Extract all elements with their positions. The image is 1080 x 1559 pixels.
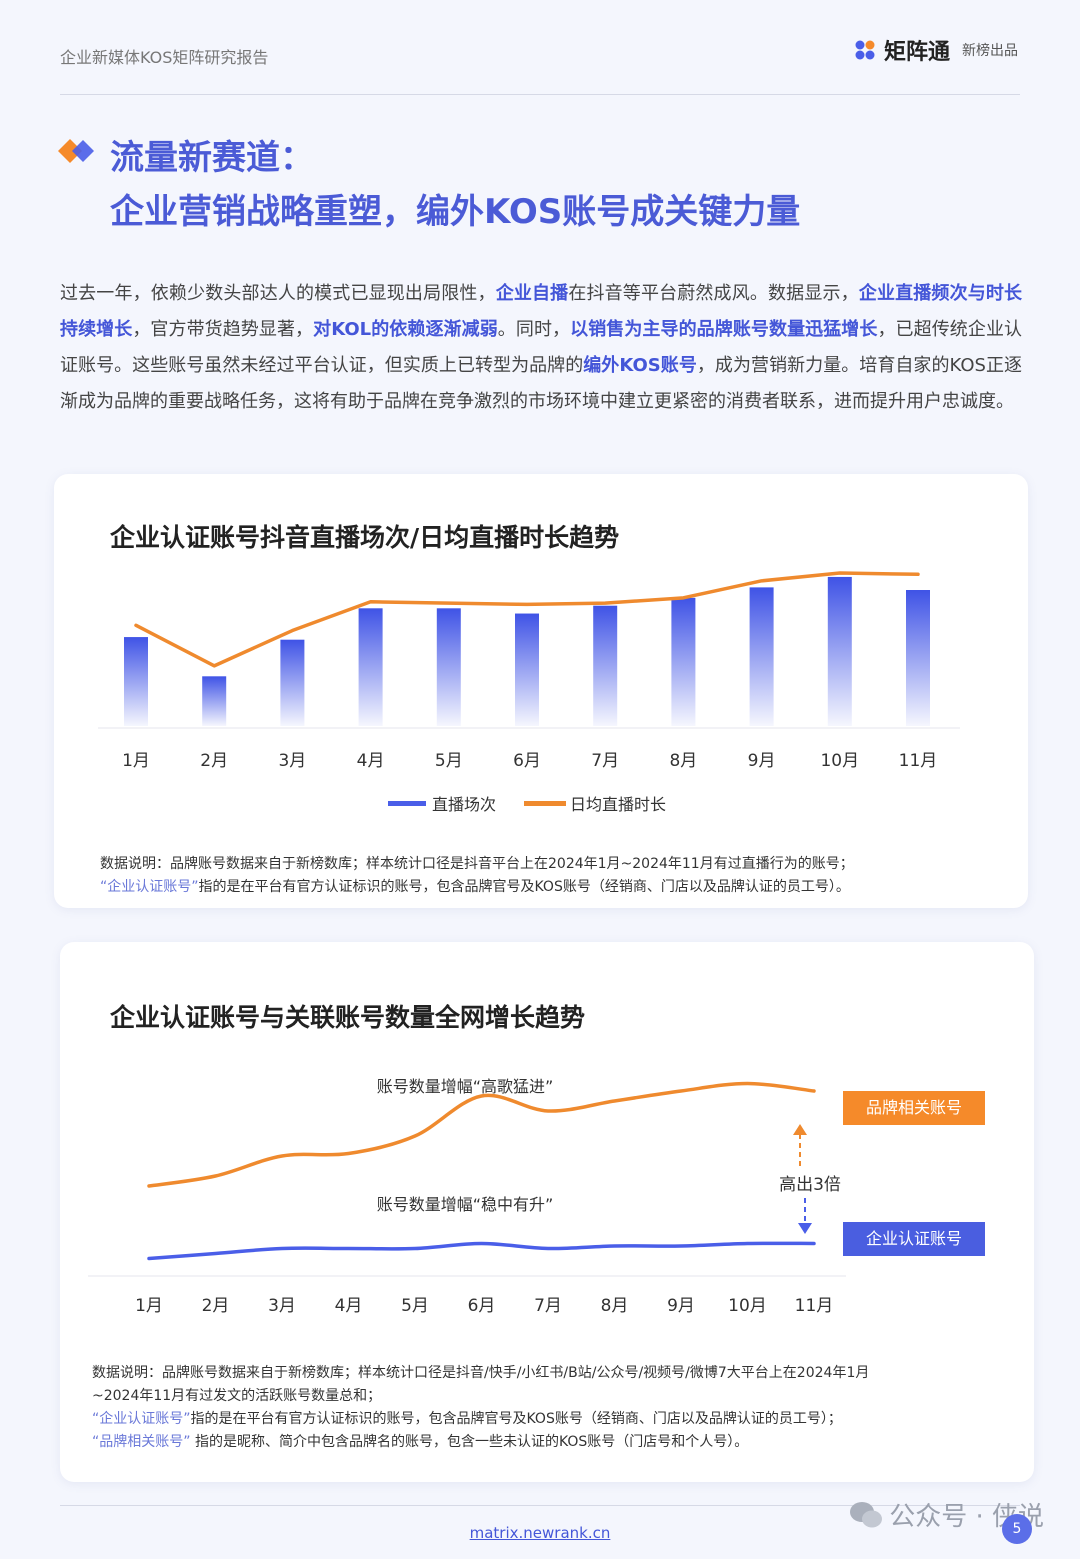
chart1-x-tick-label: 11月 <box>899 751 938 771</box>
tag-certified-accounts: 企业认证账号 <box>843 1222 985 1256</box>
chart1-bar <box>124 637 148 726</box>
chart1-note: 数据说明：品牌账号数据来自于新榜数库；样本统计口径是抖音平台上在2024年1月~… <box>100 853 854 899</box>
chart2-title: 企业认证账号与关联账号数量全网增长趋势 <box>110 1003 586 1032</box>
gap-arrow-head-down <box>798 1223 812 1234</box>
chart2-note-line: 指的是在平台有官方认证标识的账号，包含品牌官号及KOS账号（经销商、门店以及品牌… <box>190 1411 842 1427</box>
chart1-x-tick-label: 10月 <box>820 751 859 771</box>
chart1-bar <box>671 597 696 726</box>
chart2-note-line: ~2024年11月有过发文的活跃账号数量总和； <box>92 1388 382 1404</box>
page-number: 5 <box>1002 1514 1032 1544</box>
legend-label-bar: 直播场次 <box>432 795 496 814</box>
title-line-2: 企业营销战略重塑，编外KOS账号成关键力量 <box>110 192 801 232</box>
chart1-bar <box>749 587 774 726</box>
chart2-x-tick-label: 10月 <box>728 1296 767 1316</box>
gap-arrow-head-up <box>793 1124 807 1135</box>
chart2-x-tick-label: 7月 <box>534 1296 562 1316</box>
annotation-upper: 账号数量增幅“高歌猛进” <box>377 1077 554 1096</box>
legend-swatch-line <box>524 801 566 806</box>
brand-name: 矩阵通 <box>883 40 950 65</box>
chart1-x-tick-label: 4月 <box>357 751 385 771</box>
chart2-line-brand <box>147 1081 816 1188</box>
chart1-bar <box>827 576 852 726</box>
chart2-note-line: 指的是昵称、简介中包含品牌名的账号，包含一些未认证的KOS账号（门店号和个人号）… <box>190 1434 749 1450</box>
intro-highlight: 企业自播 <box>495 283 569 304</box>
intro-highlight: 企业直播频次与时长持续增长 <box>60 283 1023 340</box>
intro-text: ，官方带货趋势显著， <box>132 319 314 340</box>
brand-logo: 矩阵通 新榜出品 <box>854 34 1018 66</box>
chart1-note-line: 指的是在平台有官方认证标识的账号，包含品牌官号及KOS账号（经销商、门店以及品牌… <box>198 879 850 895</box>
chart1-bar <box>202 676 227 726</box>
intro-text: 过去一年，依赖少数头部达人的模式已显现出局限性， <box>60 283 496 304</box>
chart2-x-tick-label: 3月 <box>268 1296 296 1316</box>
intro-text: ，成为营销新力量。培育自家的KOS正逐渐成为品牌的重要战略任务，这将有助于品牌在… <box>60 355 1022 412</box>
chart2-x-tick-label: 6月 <box>468 1296 496 1316</box>
chart2-x-tick-label: 1月 <box>135 1296 163 1316</box>
annotation-gap: 高出3倍 <box>779 1175 841 1195</box>
chart2-card <box>60 942 1034 1482</box>
intro-paragraph: 过去一年，依赖少数头部达人的模式已显现出局限性，企业自播在抖音等平台蔚然成风。数… <box>60 276 1022 420</box>
chart1-note-term: “企业认证账号” <box>100 879 199 895</box>
wechat-icon <box>850 1501 883 1527</box>
title-line-1: 流量新赛道： <box>110 138 314 178</box>
chart1-svg: 1月 2月 3月 4月 5月 6月 7月 8月 9月 10月 11月 直播场次 日均直播时长 <box>98 571 960 814</box>
chart1-bar <box>436 608 461 726</box>
chart2-x-tick-label: 4月 <box>335 1296 363 1316</box>
report-title: 企业新媒体KOS矩阵研究报告 <box>60 48 269 67</box>
legend-swatch-bar <box>388 801 426 806</box>
chart1-bar <box>906 590 930 726</box>
chart1-x-tick-label: 8月 <box>669 751 697 771</box>
intro-text: 在抖音等平台蔚然成风。数据显示， <box>568 283 859 304</box>
legend-label-line: 日均直播时长 <box>570 795 666 814</box>
footer-link[interactable]: matrix.newrank.cn <box>469 1524 611 1542</box>
chart2-note-term: “品牌相关账号” <box>92 1434 191 1450</box>
chart1-bar <box>593 605 618 726</box>
chart1-bar <box>358 608 383 726</box>
chart2-line-certified <box>147 1241 816 1261</box>
chart1-x-tick-label: 1月 <box>122 751 150 771</box>
chart1-x-tick-label: 2月 <box>200 751 228 771</box>
chart2-x-tick-label: 11月 <box>795 1296 834 1316</box>
header-divider <box>60 94 1020 95</box>
chart2-x-tick-label: 8月 <box>601 1296 629 1316</box>
chart1-x-tick-label: 3月 <box>278 751 306 771</box>
chart2-x-tick-label: 9月 <box>667 1296 695 1316</box>
brand-dots-icon <box>855 40 875 60</box>
intro-highlight: 对KOL的依赖逐渐减弱 <box>313 319 498 340</box>
diamond-icon <box>58 139 94 163</box>
chart1-line-duration <box>134 571 920 668</box>
chart1-bar <box>515 613 539 726</box>
annotation-lower: 账号数量增幅“稳中有升” <box>377 1195 554 1214</box>
chart1-title: 企业认证账号抖音直播场次/日均直播时长趋势 <box>110 523 620 552</box>
chart2-x-tick-label: 2月 <box>202 1296 230 1316</box>
footer-divider <box>60 1505 1020 1506</box>
intro-highlight: 以销售为主导的品牌账号数量迅猛增长 <box>570 319 878 340</box>
chart2-note-term: “企业认证账号” <box>92 1411 191 1427</box>
chart1-x-tick-label: 9月 <box>748 751 776 771</box>
chart2-svg: 1月 2月 3月 4月 5月 6月 7月 8月 9月 10月 11月 账号数量增幅“高歌猛进” 账号… <box>88 1077 846 1316</box>
chart2-note-line: 数据说明：品牌账号数据来自于新榜数库；样本统计口径是抖音/快手/小红书/B站/公… <box>92 1365 870 1381</box>
chart1-x-tick-label: 7月 <box>591 751 619 771</box>
chart2-x-tick-label: 5月 <box>401 1296 429 1316</box>
intro-highlight: 编外KOS账号 <box>583 355 697 376</box>
intro-text: ，已超传统企业认证账号。这些账号虽然未经过平台认证，但实质上已转型为品牌的 <box>60 319 1023 376</box>
tag-brand-accounts: 品牌相关账号 <box>843 1091 985 1125</box>
intro-text: 。同时， <box>497 319 571 340</box>
brand-sub: 新榜出品 <box>962 43 1018 59</box>
chart2-note: 数据说明：品牌账号数据来自于新榜数库；样本统计口径是抖音/快手/小红书/B站/公… <box>92 1362 869 1454</box>
chart1-x-tick-label: 5月 <box>435 751 463 771</box>
chart1-bar <box>280 639 305 726</box>
chart1-note-line: 数据说明：品牌账号数据来自于新榜数库；样本统计口径是抖音平台上在2024年1月~… <box>100 856 854 872</box>
chart1-x-tick-label: 6月 <box>513 751 541 771</box>
